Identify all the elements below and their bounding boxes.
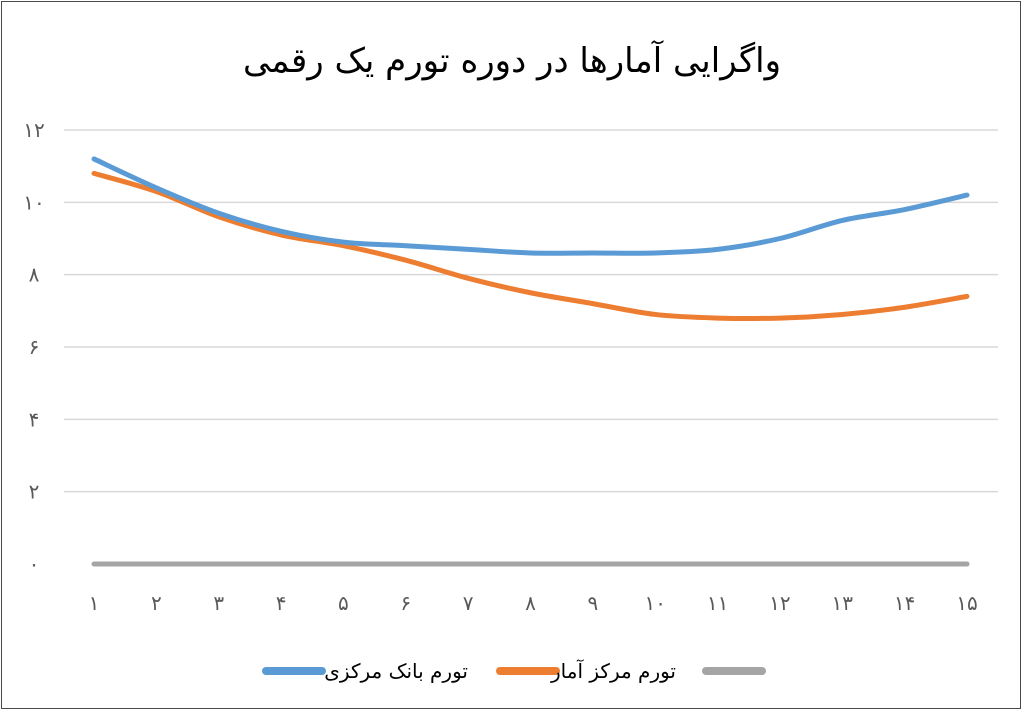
x-tick-label: ۳ [213,591,224,615]
x-tick-label: ۲ [151,591,162,615]
legend: تورم بانک مرکزی تورم مرکز آمار [262,658,766,683]
series-line-1 [91,156,970,256]
x-tick-label: ۱۰ [644,591,665,615]
y-tick-label: ۸ [29,263,40,287]
series-lines [91,156,970,567]
x-tick-label: ۱۴ [894,591,915,615]
y-tick-label: ۱۲ [23,118,44,142]
x-tick-label: ۱۵ [956,591,977,615]
x-tick-label: ۶ [400,591,411,615]
y-tick-label: ۴ [29,407,40,431]
series-line-2 [91,170,970,322]
x-tick-label: ۱۱ [707,591,728,615]
x-tick-label: ۱۲ [769,591,790,615]
y-tick-label: ۲ [29,480,40,504]
x-tick-label: ۱ [89,591,100,615]
y-tick-label: ۰ [29,552,40,576]
x-tick-label: ۹ [587,591,598,615]
x-tick-label: ۱۳ [832,591,854,615]
gridlines [64,129,998,493]
x-tick-label: ۷ [463,591,474,615]
legend-label: تورم بانک مرکزی [324,659,468,683]
x-tick-label: ۵ [338,591,349,615]
x-tick-label: ۴ [276,591,287,615]
x-tick-label: ۸ [525,591,536,615]
chart-title: واگرایی آمارها در دوره تورم یک رقمی [243,40,781,81]
y-tick-label: ۱۰ [23,190,44,214]
y-axis-tick-labels: ۰ ۲ ۴ ۶ ۸ ۱۰ ۱۲ [23,118,44,576]
x-axis-tick-labels: ۱ ۲ ۳ ۴ ۵ ۶ ۷ ۸ ۹ ۱۰ ۱۱ ۱۲ ۱۳ ۱۴ ۱۵ [89,591,978,615]
y-tick-label: ۶ [29,335,40,359]
legend-label: تورم مرکز آمار [550,658,676,683]
